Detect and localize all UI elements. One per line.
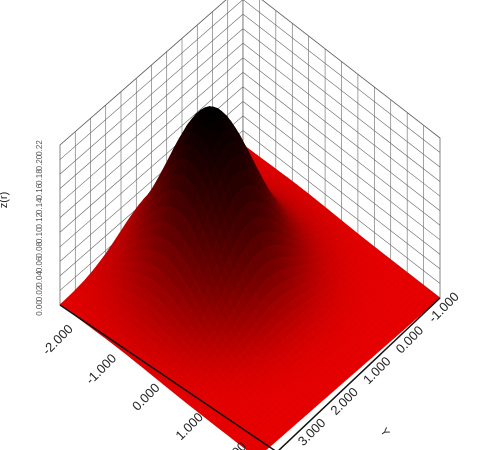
z-tick-labels: 0.000.020.040.060.080.100.120.140.160.18…	[35, 140, 44, 316]
x-tick-label: -2.000	[39, 321, 76, 358]
x-tick-label: -1.000	[83, 351, 120, 388]
z-tick-label: 0.22	[35, 140, 44, 156]
z-axis-title: z(r)	[0, 192, 10, 209]
y-axis-title: Y	[377, 426, 391, 439]
x-tick-label: 0.000	[129, 380, 163, 414]
